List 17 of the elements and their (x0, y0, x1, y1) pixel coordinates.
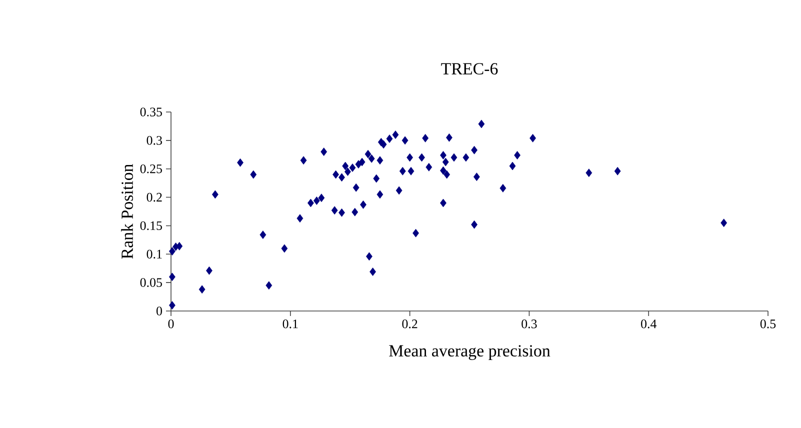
x-tick-label: 0.4 (641, 320, 657, 328)
y-tick-label: 0.35 (140, 108, 162, 116)
y-axis-title: Rank Position (121, 164, 133, 259)
y-tick-label: 0.3 (146, 136, 162, 145)
x-tick-label: 0.3 (522, 320, 537, 328)
y-tick-label: 0 (156, 306, 162, 316)
y-tick-label: 0.15 (140, 221, 162, 230)
y-tick-label: 0.05 (140, 278, 162, 287)
x-tick-label: 0.2 (402, 320, 418, 328)
x-tick-label: 0.5 (760, 320, 776, 328)
y-tick-label: 0.2 (146, 192, 162, 202)
x-axis-title: Mean average precision (389, 345, 550, 360)
x-tick-label: 0 (168, 320, 174, 328)
chart-title: TREC-6 (441, 63, 498, 75)
y-tick-label: 0.25 (140, 164, 162, 174)
x-tick-label: 0.1 (282, 320, 298, 328)
y-tick-label: 0.1 (146, 250, 162, 259)
